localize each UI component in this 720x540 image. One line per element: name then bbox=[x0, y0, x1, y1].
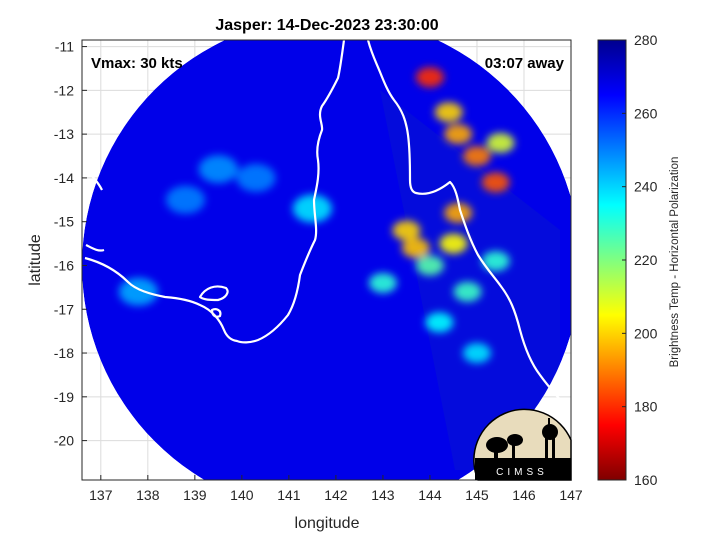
colorbar-tick-label: 180 bbox=[634, 399, 658, 415]
x-tick-label: 141 bbox=[277, 487, 301, 503]
swath-seam-region bbox=[380, 90, 560, 470]
rainband-cell bbox=[434, 102, 463, 123]
time-away-annotation: 03:07 away bbox=[485, 55, 565, 72]
x-tick-label: 143 bbox=[371, 487, 395, 503]
rainband-cell bbox=[392, 220, 421, 241]
rainband-cell bbox=[486, 132, 515, 153]
cloud-streak bbox=[198, 155, 238, 184]
rainband-cell bbox=[481, 251, 510, 272]
y-tick-label: -14 bbox=[54, 170, 74, 186]
y-axis: -11 -12 -13 -14 -15 -16 -17 -18 -19 -20 bbox=[54, 39, 87, 449]
colorbar-tick-label: 220 bbox=[634, 252, 658, 268]
rainband-cell bbox=[439, 233, 468, 254]
colorbar-ticks: 280 260 240 220 200 180 160 bbox=[622, 32, 658, 488]
y-tick-label: -17 bbox=[54, 301, 74, 317]
x-tick-label: 146 bbox=[512, 487, 536, 503]
x-tick-label: 147 bbox=[559, 487, 583, 503]
axes-frame bbox=[81, 39, 572, 481]
x-tick-label: 138 bbox=[136, 487, 160, 503]
y-axis-label: latitude bbox=[27, 234, 44, 286]
y-tick-label: -11 bbox=[55, 39, 74, 55]
colorbar-tick-label: 200 bbox=[634, 325, 658, 341]
colorbar-tick-label: 280 bbox=[634, 32, 658, 48]
coastline bbox=[84, 40, 571, 411]
colorbar-tick-label: 160 bbox=[634, 472, 658, 488]
rainband-cell bbox=[368, 272, 397, 293]
rainband-cell bbox=[425, 312, 454, 333]
rainband-cell bbox=[401, 237, 430, 258]
y-tick-label: -20 bbox=[54, 433, 74, 449]
chart-title: Jasper: 14-Dec-2023 23:30:00 bbox=[215, 17, 438, 34]
colorbar-tick-label: 240 bbox=[634, 179, 658, 195]
x-tick-label: 144 bbox=[418, 487, 442, 503]
vmax-annotation: Vmax: 30 kts bbox=[91, 55, 183, 72]
x-axis: 137 138 139 140 141 142 143 144 145 146 147 bbox=[89, 475, 583, 503]
rainband-cell bbox=[415, 67, 444, 88]
y-tick-label: -19 bbox=[54, 389, 74, 405]
y-tick-label: -18 bbox=[54, 345, 74, 361]
colorbar-tick-label: 260 bbox=[634, 105, 658, 121]
rainband-cell bbox=[444, 202, 473, 223]
x-tick-label: 137 bbox=[89, 487, 113, 503]
y-tick-label: -15 bbox=[54, 214, 74, 230]
cimss-logo-text: CIMSS bbox=[496, 467, 548, 478]
rainband-cell bbox=[481, 172, 510, 193]
rainband-cell bbox=[444, 124, 473, 145]
y-tick-label: -13 bbox=[54, 126, 74, 142]
x-tick-label: 142 bbox=[324, 487, 348, 503]
cloud-streak bbox=[165, 185, 206, 214]
rainband-cell bbox=[462, 343, 491, 364]
colorbar-label: Brightness Temp - Horizontal Polarizatio… bbox=[669, 157, 681, 368]
cloud-streak bbox=[236, 163, 276, 192]
y-tick-label: -16 bbox=[54, 257, 74, 273]
colorbar bbox=[597, 39, 627, 481]
x-tick-label: 140 bbox=[230, 487, 254, 503]
x-tick-label: 139 bbox=[183, 487, 207, 503]
x-tick-label: 145 bbox=[465, 487, 489, 503]
convective-features bbox=[118, 67, 515, 364]
y-tick-label: -12 bbox=[54, 82, 74, 98]
cimss-logo: CIMSS bbox=[473, 408, 572, 481]
rainband-cell bbox=[415, 255, 444, 276]
cloud-streak bbox=[118, 277, 159, 306]
cloud-streak bbox=[292, 194, 332, 223]
rainband-cell bbox=[462, 146, 491, 167]
rainband-cell bbox=[453, 281, 482, 302]
x-axis-label: longitude bbox=[295, 515, 360, 532]
